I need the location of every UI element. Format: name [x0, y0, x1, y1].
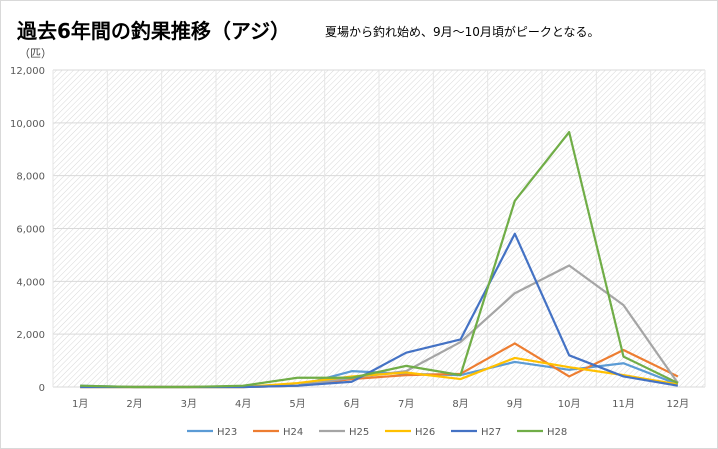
x-tick-label: 3月: [181, 398, 197, 410]
y-tick-label: 0: [39, 383, 45, 394]
x-tick-label: 8月: [452, 398, 468, 410]
legend-label: H28: [547, 427, 567, 438]
legend-label: H24: [283, 427, 303, 438]
legend-label: H25: [349, 427, 369, 438]
x-tick-label: 2月: [126, 398, 142, 410]
x-tick-label: 5月: [289, 398, 305, 410]
x-tick-label: 10月: [558, 398, 581, 410]
y-axis-unit: （匹）: [19, 47, 52, 60]
y-tick-label: 12,000: [10, 66, 45, 77]
x-tick-label: 7月: [398, 398, 414, 410]
chart-subtitle: 夏場から釣れ始め、9月～10月頃がピークとなる。: [325, 25, 600, 39]
legend-label: H27: [481, 427, 501, 438]
y-tick-label: 8,000: [16, 172, 45, 183]
x-tick-label: 9月: [507, 398, 523, 410]
legend-label: H26: [415, 427, 435, 438]
x-tick-label: 11月: [612, 398, 635, 410]
x-tick-label: 4月: [235, 398, 251, 410]
chart-title: 過去6年間の釣果推移（アジ）: [17, 19, 291, 43]
x-tick-label: 1月: [72, 398, 88, 410]
x-tick-label: 12月: [666, 398, 689, 410]
y-tick-label: 10,000: [10, 119, 45, 130]
y-tick-label: 6,000: [16, 225, 45, 236]
x-tick-label: 6月: [344, 398, 360, 410]
y-tick-label: 2,000: [16, 330, 45, 341]
y-tick-label: 4,000: [16, 277, 45, 288]
legend-label: H23: [217, 427, 237, 438]
series-line-h28: [80, 130, 679, 389]
